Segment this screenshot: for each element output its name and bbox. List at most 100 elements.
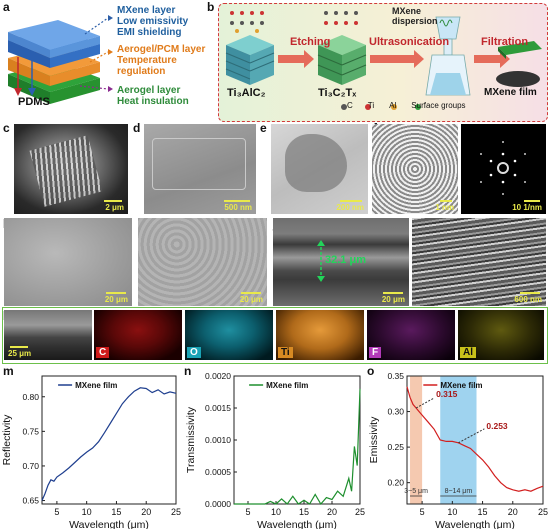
emissivity-x-axis-label: Wavelength (μm)	[435, 519, 515, 529]
emissivity-xtick-label-3: 20	[508, 507, 518, 517]
reflectivity-ytick-label-2: 0.75	[22, 426, 39, 436]
etching-label: Etching	[290, 36, 331, 48]
emissivity-plot-frame	[406, 375, 544, 505]
saed-diffraction-spots	[480, 141, 526, 195]
emissivity-series-line	[406, 386, 544, 492]
transmissivity-xtick-label-4: 25	[355, 507, 365, 517]
legend-al: Al	[389, 101, 397, 110]
emissivity-xtick-label-4: 25	[538, 507, 548, 517]
panel-letter-o: o	[367, 364, 375, 378]
reflectivity-ytick-label-1: 0.70	[22, 461, 39, 471]
panel-letter-d: d	[133, 121, 141, 135]
transmissivity-ytick-label-4: 0.0020	[205, 371, 231, 381]
reflectivity-chart: 5 10 15 20 25 0.65 0.70 0.75 0.80 Wavelength (μm)…	[1, 375, 181, 529]
reflectivity-xtick-label-4: 25	[171, 507, 181, 517]
aerogel-layer-title: Aerogel layer	[117, 85, 181, 96]
scale-bar-c: 2 μm	[105, 203, 124, 212]
panel-letter-c: c	[3, 121, 10, 135]
emissivity-ytick-label-1: 0.25	[387, 442, 404, 452]
mxene-phase-label: Ti₃C₂Tₓ	[318, 87, 357, 99]
reflectivity-series-line	[41, 387, 177, 501]
emissivity-y-axis-label: Emissivity	[368, 416, 380, 463]
transmissivity-ytick-label-3: 0.0015	[205, 403, 231, 413]
transmissivity-chart: 5 10 15 20 25 0.0000 0.0005 0.0010 0.0015 0.0020 W…	[185, 371, 365, 529]
emissivity-annotation-leader-1	[458, 428, 485, 444]
mxene-layer-title: MXene layer	[117, 5, 176, 16]
legend-surface-groups: Surface groups	[411, 101, 466, 110]
mxene-film-label: MXene film	[484, 87, 537, 98]
reflectivity-ytick-label-0: 0.65	[22, 496, 39, 506]
sem-image-h: 20 μm	[4, 218, 132, 306]
reflectivity-plot-frame	[41, 375, 177, 505]
mxene-layer-desc-2: EMI shielding	[117, 27, 182, 38]
panel-letter-e: e	[260, 121, 267, 135]
emissivity-ytick-label-2: 0.30	[387, 407, 404, 417]
reflectivity-legend-label: MXene film	[75, 381, 117, 390]
emissivity-xtick-label-1: 10	[447, 507, 457, 517]
layered-structure-illustration	[8, 15, 113, 104]
scale-bar-f: 1 nm	[435, 203, 454, 212]
pcm-layer-title: Aerogel/PCM layer	[117, 44, 206, 55]
sem-image-i: 20 μm	[138, 218, 267, 306]
emissivity-band-label-0: 3~5 μm	[404, 488, 428, 495]
eds-label-al: Al	[460, 347, 476, 358]
pcm-layer-desc-1: Temperature	[117, 55, 177, 66]
emissivity-annotation-1: 0.253	[486, 421, 508, 431]
scale-bar-j: 20 μm	[381, 295, 405, 304]
reflectivity-xtick-label-1: 10	[82, 507, 92, 517]
eds-map-f: F	[367, 310, 455, 360]
eds-map-c: C	[94, 310, 182, 360]
emissivity-legend-label: MXene film	[440, 381, 482, 390]
reflectivity-x-axis-label: Wavelength (μm)	[69, 519, 149, 529]
eds-label-ti: Ti	[278, 347, 293, 358]
reflectivity-xtick-label-2: 15	[111, 507, 121, 517]
emissivity-ytick-label-0: 0.20	[387, 478, 404, 488]
reflectivity-xtick-label-0: 5	[54, 507, 59, 517]
transmissivity-series-line	[234, 388, 361, 506]
hrtem-image-f: 1 nm	[372, 124, 458, 214]
emissivity-chart: 3~5 μm 8~14 μm 5 10 15 20 25 0.20 0.25 0.30 0.35 Wa…	[368, 371, 548, 529]
scale-bar-k: 600 nm	[514, 295, 542, 304]
transmissivity-x-axis-label: Wavelength (μm)	[257, 519, 337, 529]
transmissivity-xtick-label-1: 10	[271, 507, 281, 517]
eds-sem-image: 25 μm	[4, 310, 92, 360]
emissivity-xtick-label-0: 5	[420, 507, 425, 517]
scale-bar-e: 200 nm	[336, 203, 364, 212]
reflectivity-y-axis-label: Reflectivity	[1, 414, 13, 466]
dispersion-label-1: MXene	[392, 6, 422, 16]
eds-frame	[2, 307, 548, 364]
sem-layers-k: 600 nm	[412, 218, 546, 306]
transmissivity-plot-frame	[233, 375, 361, 505]
transmissivity-ytick-label-1: 0.0005	[205, 467, 231, 477]
mxene-layer-desc-1: Low emissivity	[117, 16, 189, 27]
scale-bar-l: 25 μm	[8, 349, 32, 358]
reflectivity-xtick-label-3: 20	[141, 507, 151, 517]
ultrasonication-label: Ultrasonication	[369, 36, 450, 48]
max-phase-label: Ti₃AlC₂	[227, 87, 266, 99]
panel-letter-b: b	[207, 0, 215, 14]
pcm-layer-desc-2: regulation	[117, 66, 166, 77]
scale-bar-i: 20 μm	[239, 295, 263, 304]
transmissivity-xtick-label-2: 15	[299, 507, 309, 517]
sem-image-d: 500 nm	[144, 124, 256, 214]
legend-ti: Ti	[367, 101, 375, 110]
legend-c: C	[347, 101, 353, 110]
emissivity-band-0	[410, 376, 423, 504]
emissivity-xtick-label-2: 15	[478, 507, 488, 517]
aerogel-layer-desc: Heat insulation	[117, 96, 189, 107]
emissivity-band-1	[440, 376, 477, 504]
tem-image-e: 200 nm	[271, 124, 368, 214]
scale-bar-g: 10 1/nm	[512, 203, 542, 212]
transmissivity-y-axis-label: Transmissivity	[185, 406, 197, 473]
thickness-label: 32.1 μm	[325, 254, 366, 266]
transmissivity-xtick-label-3: 20	[327, 507, 337, 517]
eds-map-ti: Ti	[276, 310, 364, 360]
transmissivity-xtick-label-0: 5	[245, 507, 250, 517]
thickness-indicator	[317, 240, 325, 282]
filtration-label: Filtration	[481, 36, 529, 48]
scale-bar-d: 500 nm	[224, 203, 252, 212]
emissivity-annotation-0: 0.315	[436, 389, 458, 399]
eds-label-o: O	[187, 347, 201, 358]
emissivity-ytick-label-3: 0.35	[387, 371, 404, 381]
eds-label-c: C	[96, 347, 110, 358]
